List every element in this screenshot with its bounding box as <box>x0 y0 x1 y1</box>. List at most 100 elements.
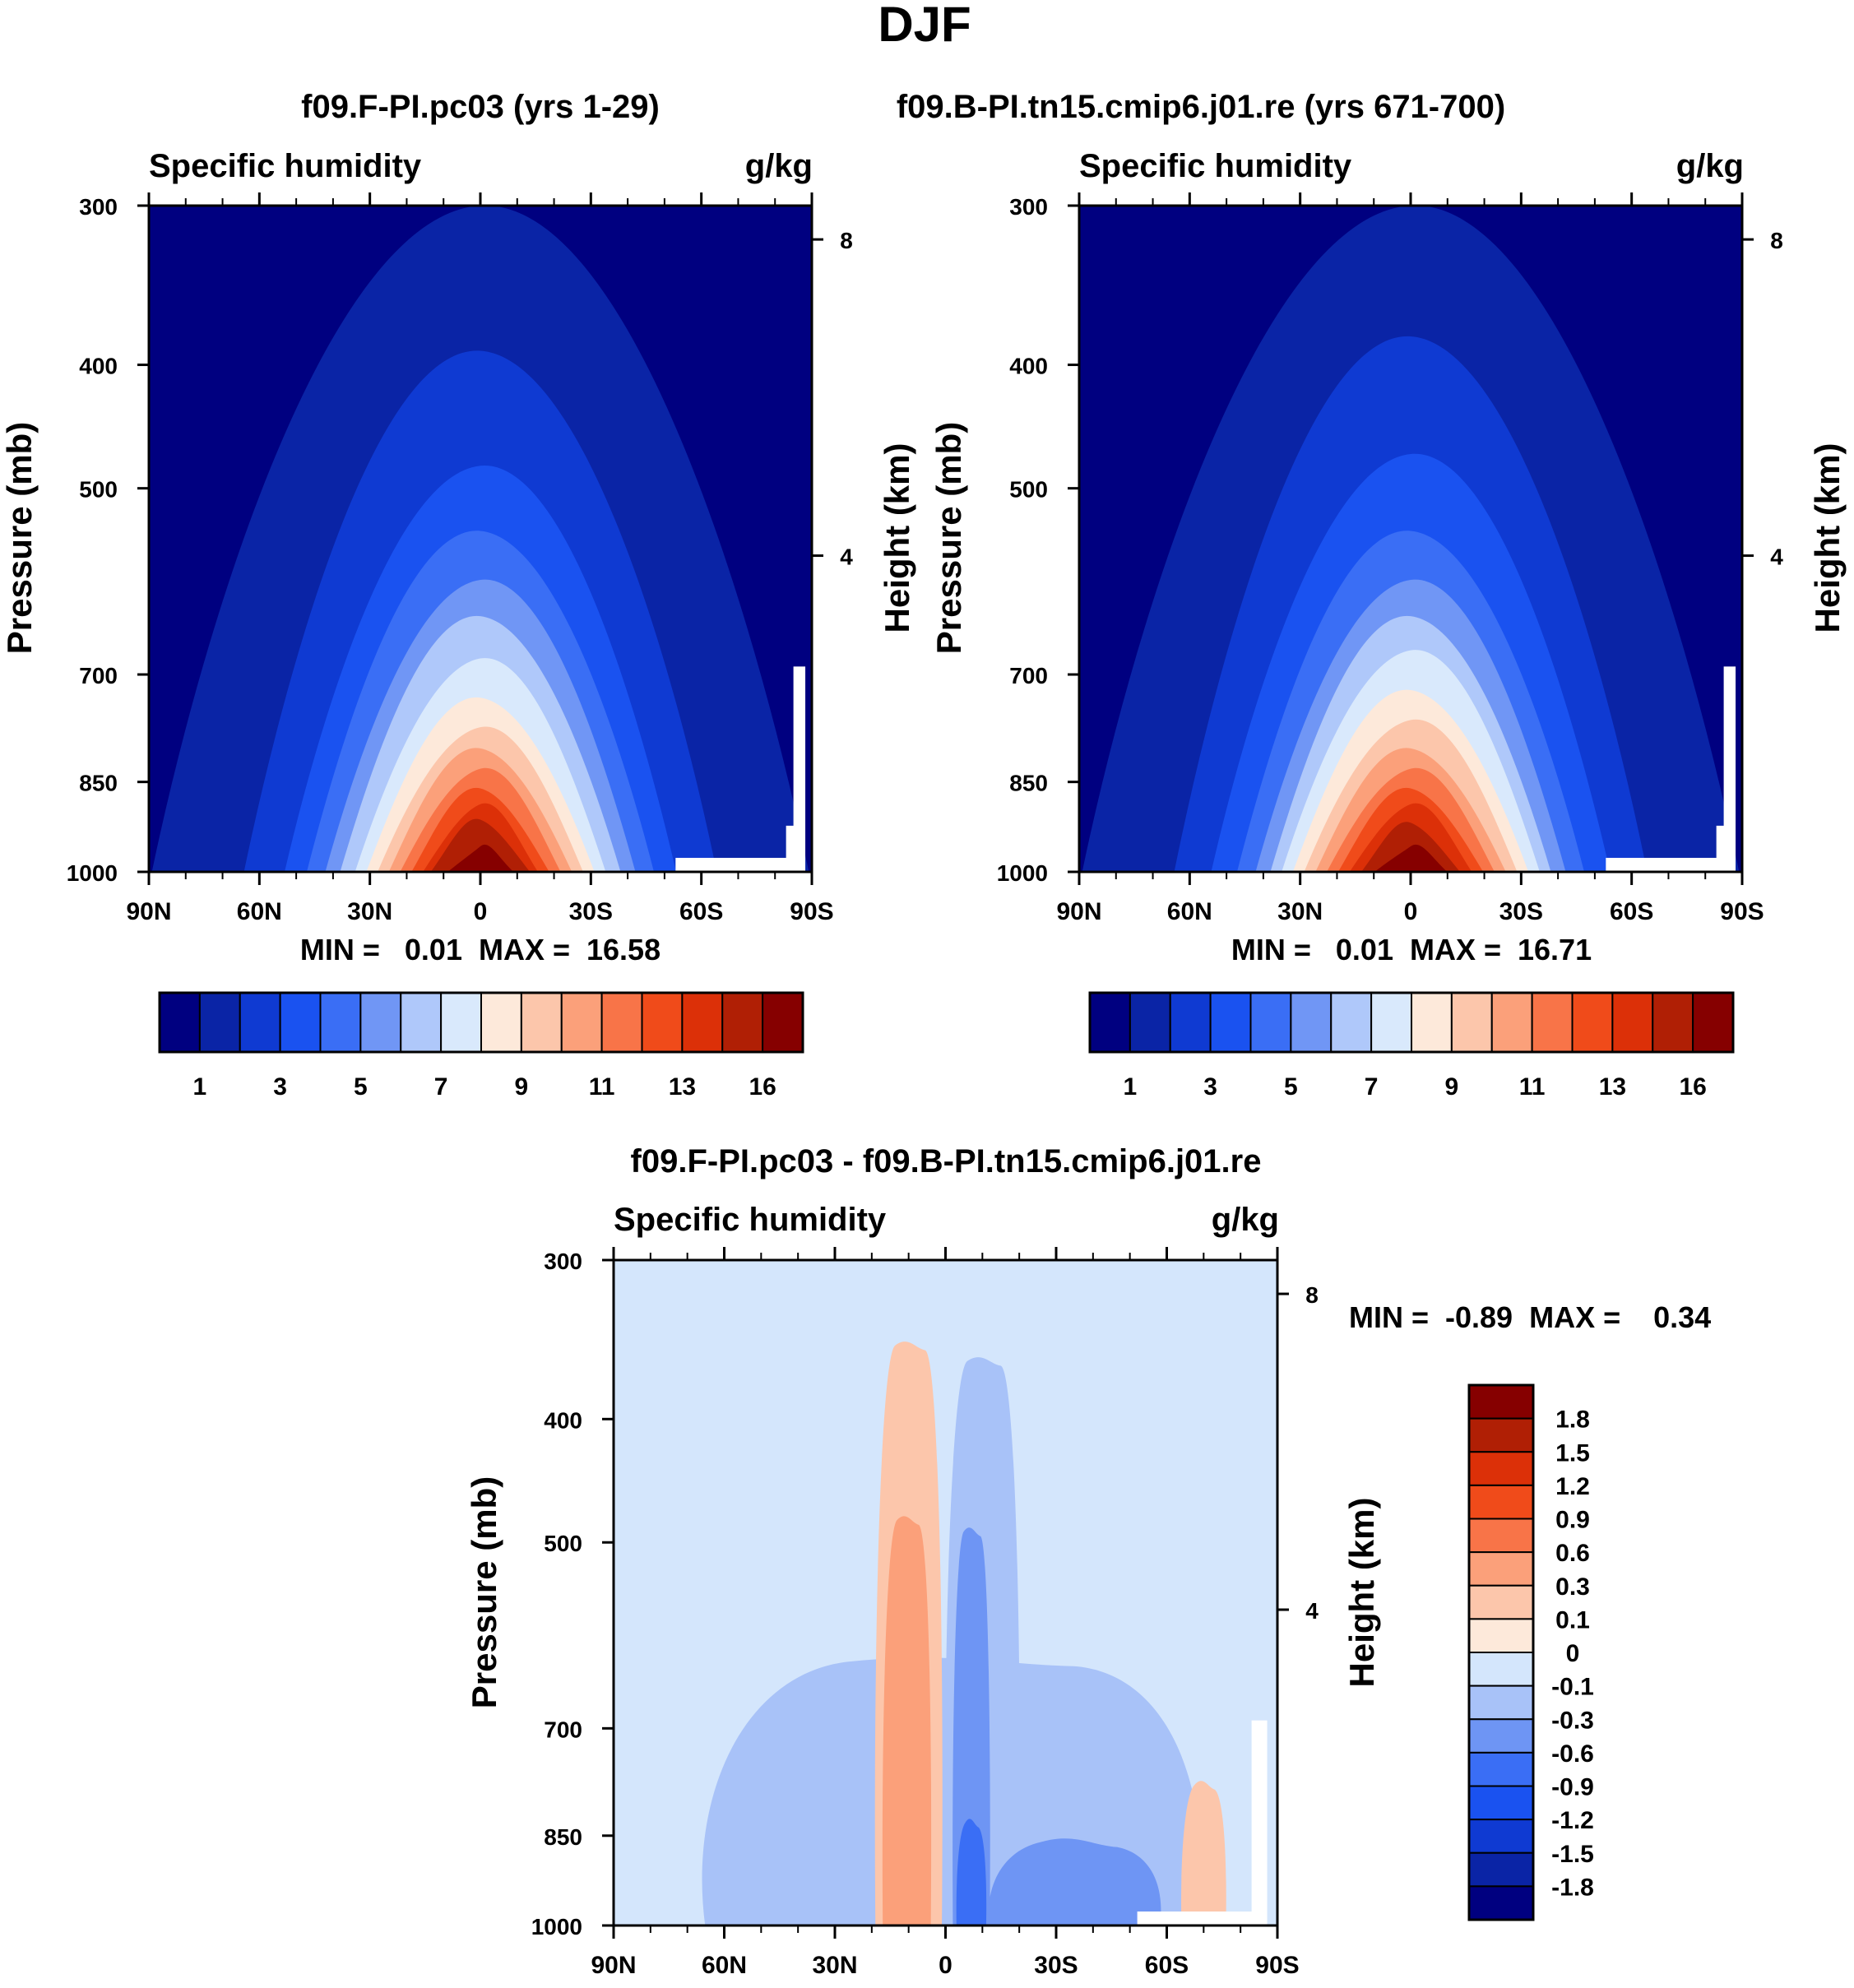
panel-3-left-string: Specific humidity <box>614 1202 887 1238</box>
colorbar-box <box>1330 992 1373 1053</box>
y-tick-label: 1000 <box>531 1914 582 1939</box>
colorbar-box <box>1249 992 1292 1053</box>
colorbar-box <box>1411 992 1453 1053</box>
missing-data-region <box>1251 1720 1268 1925</box>
negative-anomaly-contour--0.6 <box>956 1819 987 1925</box>
colorbar-box <box>1468 1885 1534 1921</box>
colorbar-box <box>1692 992 1734 1053</box>
colorbar-label: -0.6 <box>1551 1740 1594 1768</box>
x-tick-label: 90N <box>591 1952 636 1979</box>
figure-title: DJF <box>878 0 971 52</box>
y-tick-label: 850 <box>544 1824 582 1850</box>
colorbar-label: 11 <box>1519 1073 1546 1101</box>
colorbar-box <box>1531 992 1574 1053</box>
y-tick-label: 300 <box>1009 194 1048 220</box>
colorbar-box <box>279 992 322 1053</box>
y2-tick-label: 8 <box>1305 1282 1319 1308</box>
y2-tick-label: 4 <box>840 544 853 570</box>
colorbar-box <box>480 992 522 1053</box>
colorbar-frame <box>158 991 804 1054</box>
missing-data-region <box>793 666 806 872</box>
panel-1: f09.F-PI.pc03 (yrs 1-29) Specific humidi… <box>0 89 916 1101</box>
colorbar-label: 11 <box>589 1073 615 1101</box>
y2-tick-label: 4 <box>1305 1598 1319 1624</box>
panel-2-y2-axis-label: Height (km) <box>1808 443 1847 633</box>
colorbar-label: -0.3 <box>1551 1707 1594 1734</box>
panel-3-colorbar: 1.8 1.5 1.2 0.9 0.6 0.3 0.1 0 -0.1 -0.3 -0.6 -0.9 -1… <box>1467 1383 1594 1921</box>
panel-3-right-string: g/kg <box>1212 1202 1279 1238</box>
colorbar-box <box>440 992 482 1053</box>
colorbar-label: -1.2 <box>1551 1807 1594 1834</box>
y-tick-label: 1000 <box>997 860 1048 886</box>
x-tick-label: 30S <box>569 898 613 925</box>
panel-1-y-axis-label: Pressure (mb) <box>0 422 39 654</box>
x-tick-label: 0 <box>1404 898 1418 925</box>
colorbar-box <box>198 992 241 1053</box>
colorbar-label: 0.6 <box>1555 1540 1590 1567</box>
y-tick-label: 850 <box>1009 771 1048 796</box>
colorbar-box <box>1169 992 1212 1053</box>
colorbar-box <box>681 992 724 1053</box>
colorbar-box <box>239 992 281 1053</box>
colorbar-box <box>560 992 603 1053</box>
y-tick-label: 700 <box>1009 663 1048 688</box>
colorbar-box <box>1468 1451 1534 1486</box>
colorbar-frame <box>1088 991 1735 1054</box>
colorbar-label: 7 <box>434 1073 448 1101</box>
colorbar-label: -1.8 <box>1551 1874 1594 1901</box>
panel-2: f09.B-PI.tn15.cmip6.j01.re (yrs 671-700)… <box>897 89 1847 1101</box>
panel-3-plot: 90N 60N 30N 0 30S 60S 90S 300 400 500 700 850 1000 8 4 <box>531 1247 1319 1979</box>
panel-2-left-string: Specific humidity <box>1079 148 1352 184</box>
x-tick-label: 90N <box>126 898 171 925</box>
contour-fill-level-16 <box>1374 844 1448 872</box>
colorbar-box <box>520 992 563 1053</box>
colorbar-box <box>1468 1652 1534 1687</box>
panel-2-y-axis-label: Pressure (mb) <box>929 422 968 654</box>
colorbar-label: 13 <box>669 1073 696 1101</box>
x-tick-label: 90S <box>1720 898 1764 925</box>
colorbar-box <box>1468 1718 1534 1754</box>
x-tick-label: 0 <box>939 1952 952 1979</box>
x-tick-label: 30N <box>812 1952 857 1979</box>
panel-2-plot: 90N 60N 30N 0 30S 60S 90S 300 400 500 700 850 1000 8 4 <box>997 192 1783 925</box>
colorbar-box <box>1209 992 1252 1053</box>
panel-3-title: f09.F-PI.pc03 - f09.B-PI.tn15.cmip6.j01.… <box>631 1143 1262 1179</box>
x-tick-label: 90N <box>1056 898 1101 925</box>
colorbar-label: 0 <box>1566 1640 1580 1667</box>
x-tick-label: 60N <box>237 898 282 925</box>
x-tick-label: 30S <box>1034 1952 1078 1979</box>
colorbar-box <box>721 992 764 1053</box>
colorbar-label: 16 <box>1679 1073 1706 1101</box>
colorbar-label: 16 <box>749 1073 776 1101</box>
positive-anomaly-contour-0.1 <box>1181 1781 1226 1925</box>
x-tick-label: 60S <box>1610 898 1653 925</box>
colorbar-box <box>762 992 804 1053</box>
colorbar-label: -0.1 <box>1551 1674 1594 1701</box>
y-tick-label: 500 <box>79 477 118 503</box>
y2-tick-label: 4 <box>1770 544 1783 570</box>
colorbar-box <box>1468 1518 1534 1554</box>
colorbar-label: 0.1 <box>1555 1606 1590 1633</box>
colorbar-box <box>1611 992 1654 1053</box>
y-tick-label: 1000 <box>67 860 118 886</box>
y2-tick-label: 8 <box>1770 228 1783 253</box>
colorbar-box <box>600 992 643 1053</box>
x-tick-label: 30S <box>1499 898 1543 925</box>
missing-data-region <box>1723 666 1736 872</box>
panel-1-right-string: g/kg <box>745 148 813 184</box>
panel-2-right-string: g/kg <box>1676 148 1744 184</box>
colorbar-box <box>1468 1851 1534 1888</box>
colorbar-box <box>1468 1551 1534 1587</box>
panel-2-colorbar: 1 3 5 7 9 11 13 16 <box>1088 991 1735 1101</box>
colorbar-box <box>1468 1751 1534 1787</box>
panel-1-y2-axis-label: Height (km) <box>878 443 916 633</box>
missing-data-region <box>1606 857 1717 872</box>
colorbar-label: 5 <box>1284 1073 1298 1101</box>
colorbar-box <box>1370 992 1412 1053</box>
colorbar-box <box>1089 992 1131 1053</box>
colorbar-box <box>1468 1819 1534 1854</box>
contour-fill-level-16 <box>447 844 514 872</box>
y-tick-label: 400 <box>1009 354 1048 379</box>
panel-1-plot: 90N 60N 30N 0 30S 60S 90S 300 400 500 700 850 1000 8 4 <box>67 192 853 925</box>
